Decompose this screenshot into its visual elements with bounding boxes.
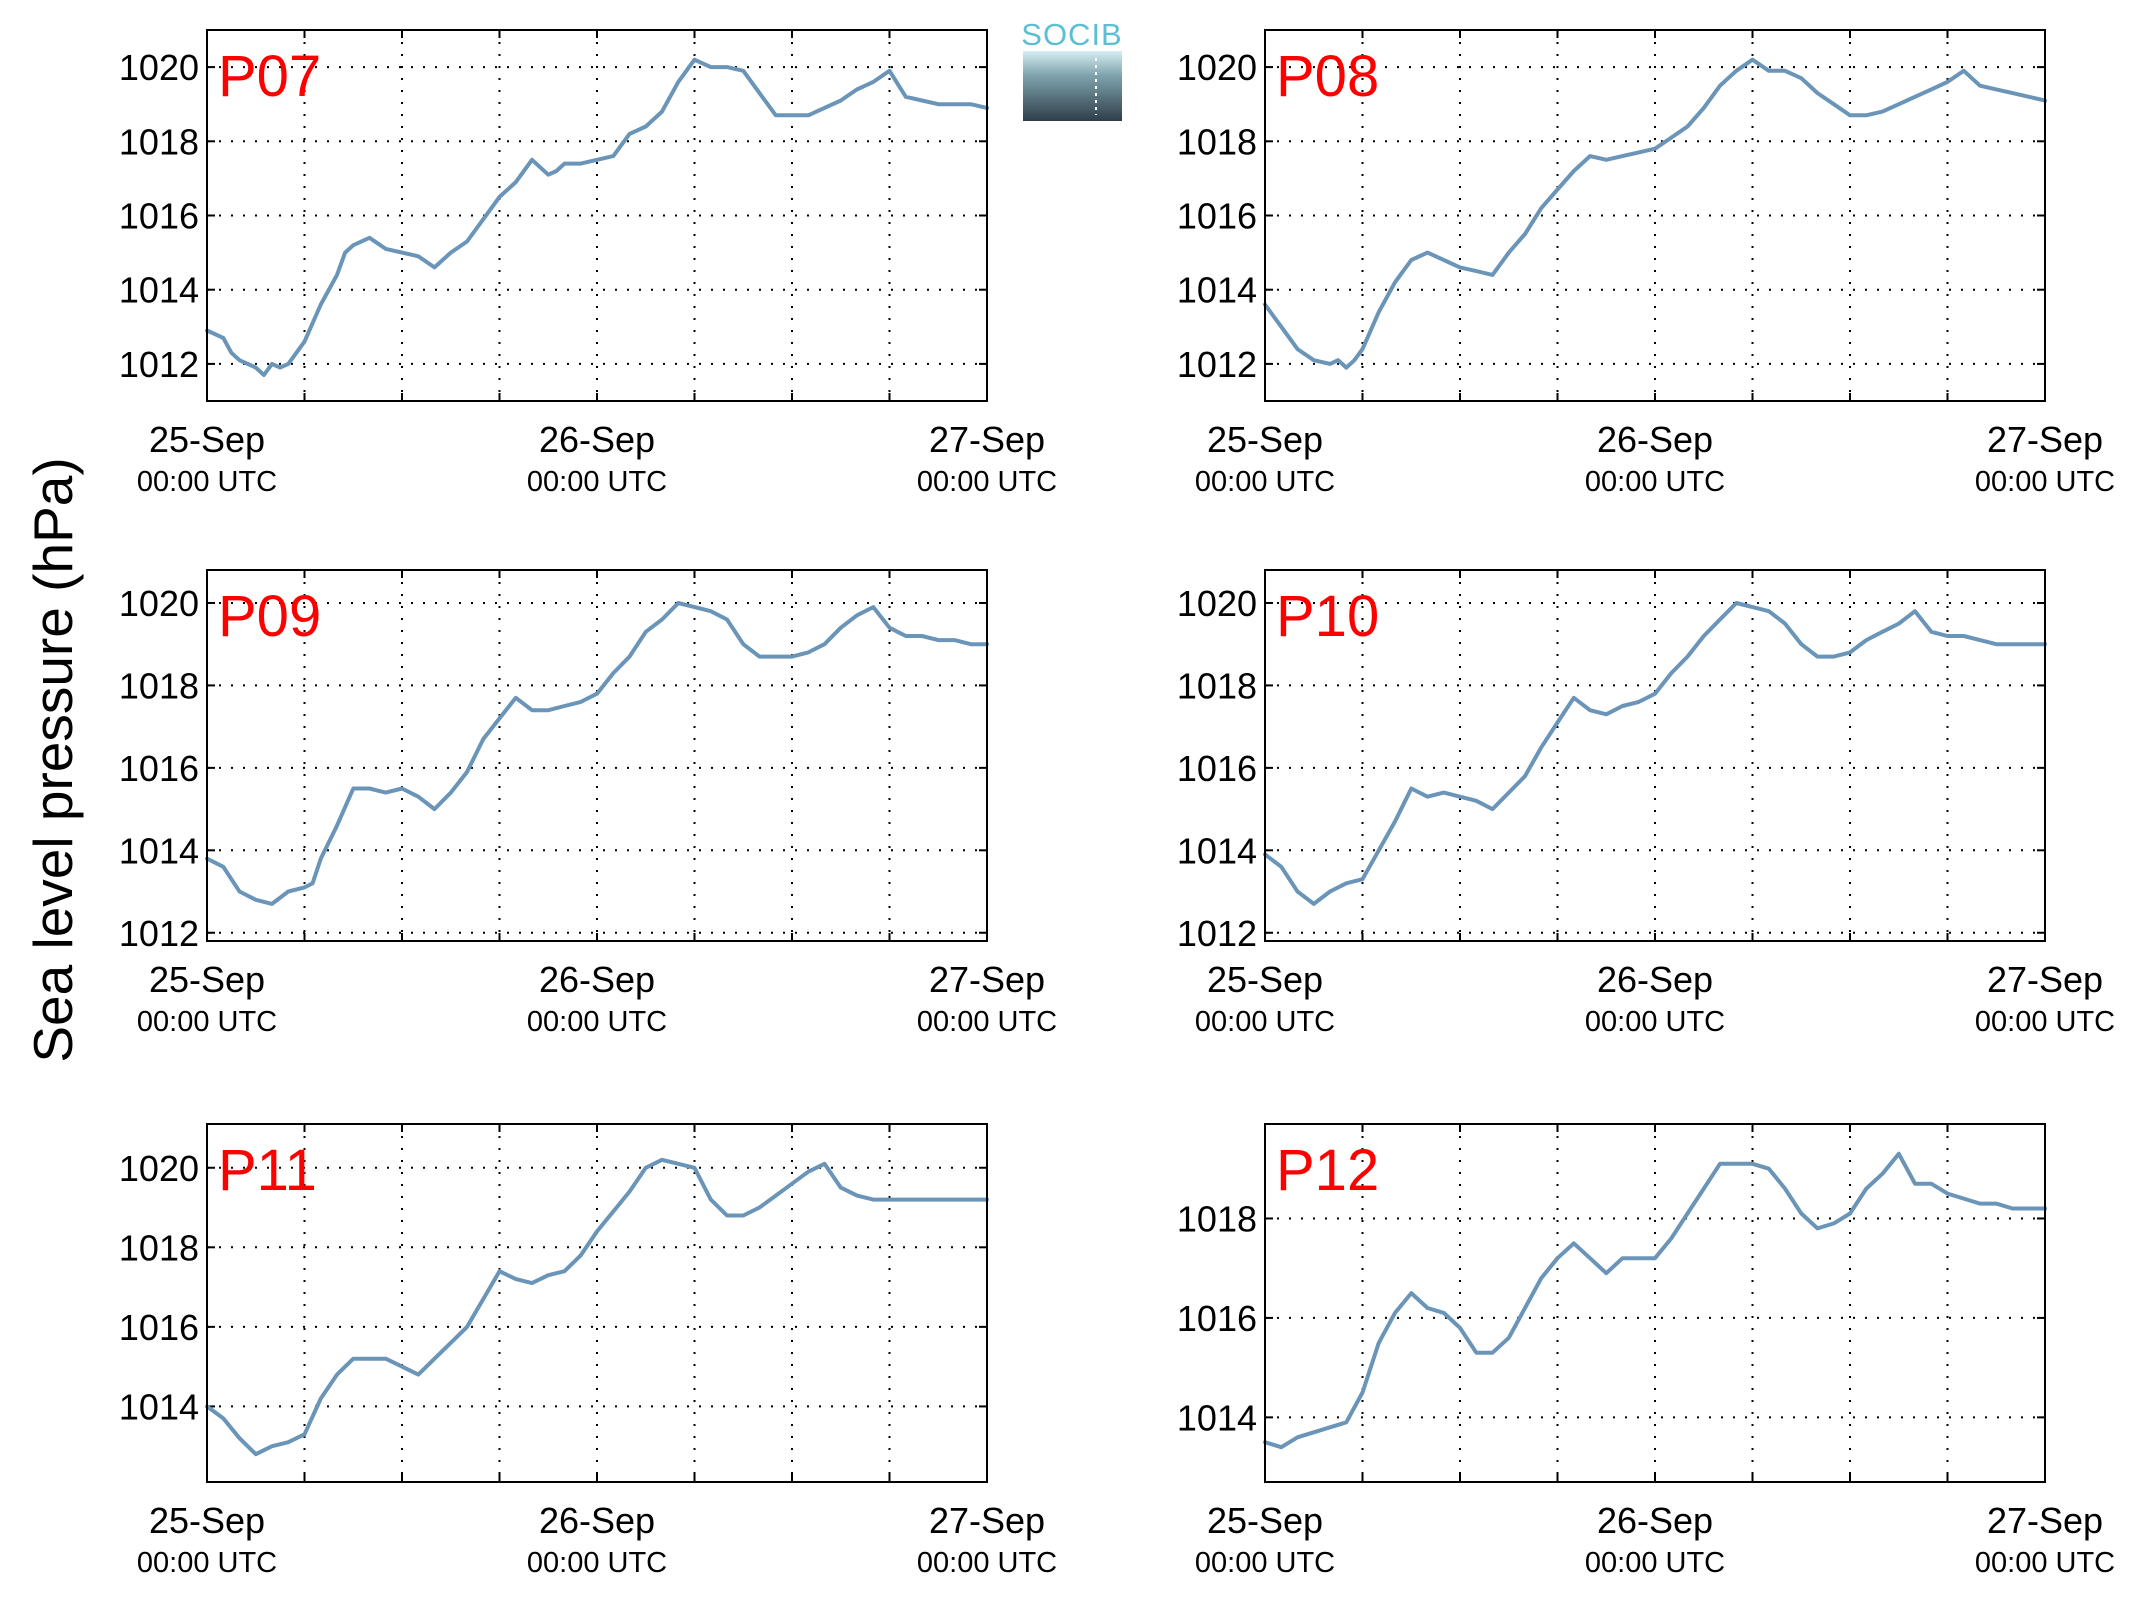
panels: 1012 1014 1016 1018 1020 25-Sep 00:00 UTC 26-Se… bbox=[119, 29, 2115, 1579]
panel-p12: 1014 1016 1018 25-Sep 00:00 UTC 26-Sep 00:00 U… bbox=[1177, 1123, 2115, 1579]
y-tick-label: 1014 bbox=[119, 1386, 199, 1427]
y-tick-label: 1012 bbox=[1177, 344, 1257, 385]
y-tick-label: 1018 bbox=[1177, 665, 1257, 706]
series-line bbox=[1263, 57, 2047, 370]
x-tick-label-date: 26-Sep bbox=[539, 959, 655, 1000]
panel-label: P12 bbox=[1276, 1138, 1379, 1203]
logo-wave-block bbox=[1023, 51, 1122, 121]
x-tick-label-time: 00:00 UTC bbox=[137, 466, 277, 498]
panel-p11: 1014 1016 1018 1020 25-Sep 00:00 UTC 26-Sep 00:… bbox=[119, 1123, 1057, 1579]
x-tick-label-date: 27-Sep bbox=[929, 959, 1045, 1000]
panel-label: P09 bbox=[218, 584, 321, 649]
x-tick-label-date: 27-Sep bbox=[929, 419, 1045, 460]
x-tick-label-time: 00:00 UTC bbox=[1975, 1547, 2115, 1579]
x-tick-label-time: 00:00 UTC bbox=[527, 1006, 667, 1038]
x-tick-label-date: 25-Sep bbox=[149, 959, 265, 1000]
y-tick-label: 1016 bbox=[119, 1307, 199, 1348]
y-tick-label: 1014 bbox=[1177, 270, 1257, 311]
x-tick-label-time: 00:00 UTC bbox=[1585, 1006, 1725, 1038]
panel-label: P11 bbox=[218, 1138, 317, 1203]
y-tick-label: 1016 bbox=[1177, 1298, 1257, 1339]
x-tick-label-time: 00:00 UTC bbox=[137, 1006, 277, 1038]
axes-frame bbox=[206, 29, 988, 402]
x-tick-label-time: 00:00 UTC bbox=[1585, 1547, 1725, 1579]
panel-label: P07 bbox=[218, 44, 321, 109]
y-tick-label: 1012 bbox=[119, 344, 199, 385]
panel-p10: 1012 1014 1016 1018 1020 25-Sep 00:00 UTC 26-Se… bbox=[1177, 569, 2115, 1038]
y-tick-label: 1014 bbox=[119, 830, 199, 871]
x-tick-label-time: 00:00 UTC bbox=[1585, 466, 1725, 498]
series-line bbox=[1263, 1151, 2047, 1450]
x-tick-label-time: 00:00 UTC bbox=[917, 1006, 1057, 1038]
panel-label: P08 bbox=[1276, 44, 1379, 109]
axes-frame bbox=[1264, 569, 2046, 942]
series-line bbox=[205, 57, 989, 377]
figure-ylabel: Sea level pressure (hPa) bbox=[22, 457, 84, 1062]
panel-p07: 1012 1014 1016 1018 1020 25-Sep 00:00 UTC 26-Se… bbox=[119, 29, 1057, 498]
x-tick-label-time: 00:00 UTC bbox=[1195, 466, 1335, 498]
y-tick-label: 1020 bbox=[1177, 583, 1257, 624]
x-tick-label-date: 27-Sep bbox=[929, 1500, 1045, 1541]
x-tick-label-date: 26-Sep bbox=[539, 1500, 655, 1541]
socib-logo: SOCIB bbox=[1021, 17, 1122, 121]
series-line bbox=[205, 601, 989, 906]
x-tick-label-date: 25-Sep bbox=[149, 1500, 265, 1541]
y-tick-label: 1014 bbox=[119, 270, 199, 311]
panel-p08: 1012 1014 1016 1018 1020 25-Sep 00:00 UTC 26-Se… bbox=[1177, 29, 2115, 498]
axes-frame bbox=[1264, 1123, 2046, 1483]
x-tick-label-date: 25-Sep bbox=[1207, 419, 1323, 460]
x-tick-label-time: 00:00 UTC bbox=[527, 466, 667, 498]
y-tick-label: 1014 bbox=[1177, 830, 1257, 871]
x-tick-label-date: 27-Sep bbox=[1987, 959, 2103, 1000]
y-tick-label: 1018 bbox=[119, 665, 199, 706]
y-tick-label: 1018 bbox=[1177, 1198, 1257, 1239]
x-tick-label-time: 00:00 UTC bbox=[917, 466, 1057, 498]
x-tick-label-time: 00:00 UTC bbox=[137, 1547, 277, 1579]
y-tick-label: 1012 bbox=[119, 913, 199, 954]
axes-frame bbox=[206, 1123, 988, 1483]
x-tick-label-time: 00:00 UTC bbox=[1975, 1006, 2115, 1038]
x-tick-label-time: 00:00 UTC bbox=[1975, 466, 2115, 498]
logo-text: SOCIB bbox=[1021, 17, 1122, 52]
y-tick-label: 1012 bbox=[1177, 913, 1257, 954]
panel-p09: 1012 1014 1016 1018 1020 25-Sep 00:00 UTC 26-Se… bbox=[119, 569, 1057, 1038]
y-tick-label: 1018 bbox=[1177, 121, 1257, 162]
x-tick-label-time: 00:00 UTC bbox=[1195, 1006, 1335, 1038]
y-tick-label: 1014 bbox=[1177, 1397, 1257, 1438]
y-tick-label: 1020 bbox=[119, 583, 199, 624]
y-tick-label: 1020 bbox=[1177, 47, 1257, 88]
panel-label: P10 bbox=[1276, 584, 1379, 649]
y-tick-label: 1016 bbox=[1177, 748, 1257, 789]
y-tick-label: 1018 bbox=[119, 121, 199, 162]
x-tick-label-date: 27-Sep bbox=[1987, 419, 2103, 460]
y-tick-label: 1016 bbox=[119, 196, 199, 237]
y-tick-label: 1016 bbox=[119, 748, 199, 789]
x-tick-label-date: 25-Sep bbox=[1207, 959, 1323, 1000]
axes-frame bbox=[1264, 29, 2046, 402]
series-line bbox=[1263, 601, 2047, 906]
x-tick-label-time: 00:00 UTC bbox=[1195, 1547, 1335, 1579]
x-tick-label-date: 26-Sep bbox=[1597, 959, 1713, 1000]
y-tick-label: 1020 bbox=[119, 1148, 199, 1189]
y-tick-label: 1016 bbox=[1177, 196, 1257, 237]
y-tick-label: 1020 bbox=[119, 47, 199, 88]
axes-frame bbox=[206, 569, 988, 942]
series-line bbox=[205, 1157, 989, 1457]
x-tick-label-date: 27-Sep bbox=[1987, 1500, 2103, 1541]
x-tick-label-date: 26-Sep bbox=[1597, 1500, 1713, 1541]
x-tick-label-time: 00:00 UTC bbox=[917, 1547, 1057, 1579]
x-tick-label-date: 25-Sep bbox=[149, 419, 265, 460]
x-tick-label-date: 26-Sep bbox=[1597, 419, 1713, 460]
x-tick-label-date: 25-Sep bbox=[1207, 1500, 1323, 1541]
x-tick-label-date: 26-Sep bbox=[539, 419, 655, 460]
x-tick-label-time: 00:00 UTC bbox=[527, 1547, 667, 1579]
y-tick-label: 1018 bbox=[119, 1227, 199, 1268]
